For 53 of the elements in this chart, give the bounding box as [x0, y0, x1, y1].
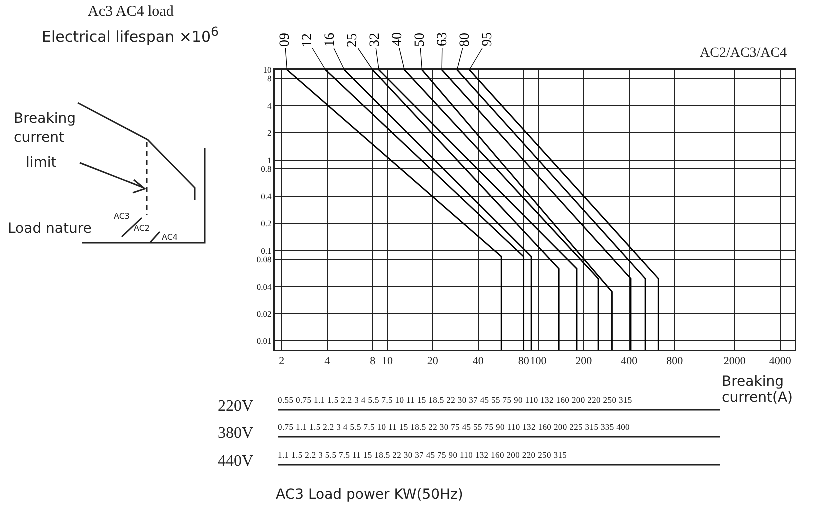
y-tick-label: 2 — [268, 128, 272, 138]
text: limit — [26, 155, 57, 171]
y-axis-title: Electrical lifespan ×10$^{6}$ — [42, 24, 219, 46]
x-axis-title: Breaking current(A) — [722, 374, 794, 406]
text: AC2 — [134, 224, 150, 233]
y-tick-label: 0.02 — [256, 308, 272, 319]
x-tick-label: 40 — [472, 356, 484, 368]
text: Breaking current — [14, 110, 78, 148]
y-tick-label: 4 — [268, 100, 273, 111]
text: 440V — [218, 453, 254, 471]
text: 220V — [218, 398, 254, 416]
text: 25 — [346, 34, 360, 48]
x-tick-label: 400 — [621, 356, 638, 368]
x-tick-label: 10 — [382, 356, 394, 368]
y-tick-label: 0.08 — [256, 254, 272, 265]
x-tick-label: 4 — [324, 356, 331, 368]
text: 16 — [323, 33, 338, 47]
text: 40 — [390, 32, 406, 46]
text: 1.1 1.5 2.2 3 5.5 7.5 11 15 18.5 22 30 37 45 75 90 110 132 160 200 220 250 315 — [278, 450, 568, 460]
y-tick-label: 0.1 — [261, 246, 272, 256]
x-tick-label: 800 — [666, 356, 684, 368]
x-tick-label: 100 — [530, 356, 548, 368]
text: 0.55 0.75 1.1 1.5 2.2 3 4 5.5 7.5 10 11 15 18.5 22 30 37 45 55 75 90 110 132 160 200 220 250 315 — [278, 395, 632, 405]
y-tick-label: 0.04 — [256, 282, 273, 292]
text: 380V — [218, 425, 254, 443]
text: AC3 — [114, 212, 130, 221]
y-tick-label: 1 — [268, 155, 272, 166]
x-tick-label: 80 — [518, 356, 530, 368]
x-tick-label: 20 — [427, 356, 439, 368]
text: 80 — [458, 33, 474, 48]
x-tick-label: 8 — [370, 356, 376, 368]
y-tick-label: 0.01 — [256, 336, 272, 346]
y-tick-label: 0.2 — [261, 218, 272, 229]
text: AC3 Load power KW(50Hz) — [276, 487, 464, 503]
text: 12 — [300, 33, 316, 48]
text: Ac3 AC4 load — [88, 4, 174, 21]
x-tick-label: 200 — [576, 356, 593, 368]
text: AC2/AC3/AC4 — [700, 46, 788, 62]
text: Load nature — [8, 221, 92, 237]
text: 0.75 1.1 1.5 2.2 3 4 5.5 7.5 10 11 15 18.5 22 30 75 45 55 75 90 110 132 160 200 225 315 335 400 — [278, 422, 630, 432]
text: AC4 — [162, 233, 178, 242]
x-tick-label: 2 — [279, 356, 285, 368]
text: 63 — [436, 32, 451, 47]
x-tick-label: 2000 — [724, 356, 746, 368]
y-tick-label: 0.4 — [261, 191, 273, 202]
text: 95 — [480, 32, 496, 46]
text: 32 — [368, 33, 383, 47]
y-tick-label: 10 — [263, 64, 272, 75]
y-tick-label: 8 — [268, 74, 272, 84]
text: 09 — [278, 33, 293, 47]
y-tick-label: 0.8 — [261, 164, 272, 174]
text: 50 — [413, 33, 428, 47]
x-tick-label: 4000 — [769, 356, 792, 368]
